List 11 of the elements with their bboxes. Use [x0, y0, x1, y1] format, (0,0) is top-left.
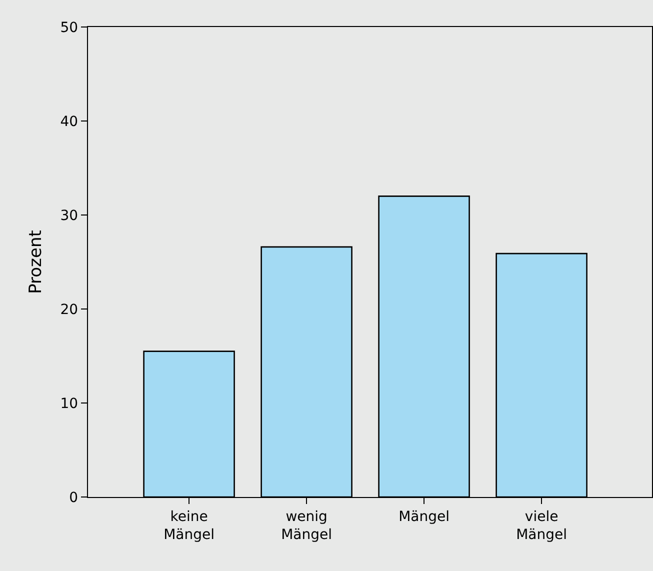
y-tick-label: 0: [69, 490, 78, 506]
y-tick-label: 30: [60, 208, 78, 224]
y-tick-label: 10: [60, 396, 78, 412]
y-tick-label: 20: [60, 302, 78, 318]
y-tick-label: 40: [60, 114, 78, 130]
y-axis-title: Prozent: [26, 230, 46, 294]
x-tick-label: keine Mängel: [164, 508, 215, 544]
x-tick-label: wenig Mängel: [281, 508, 332, 544]
x-tick-label: viele Mängel: [516, 508, 568, 544]
x-tick-label: Mängel: [398, 508, 450, 525]
y-tick-label: 50: [60, 20, 78, 36]
